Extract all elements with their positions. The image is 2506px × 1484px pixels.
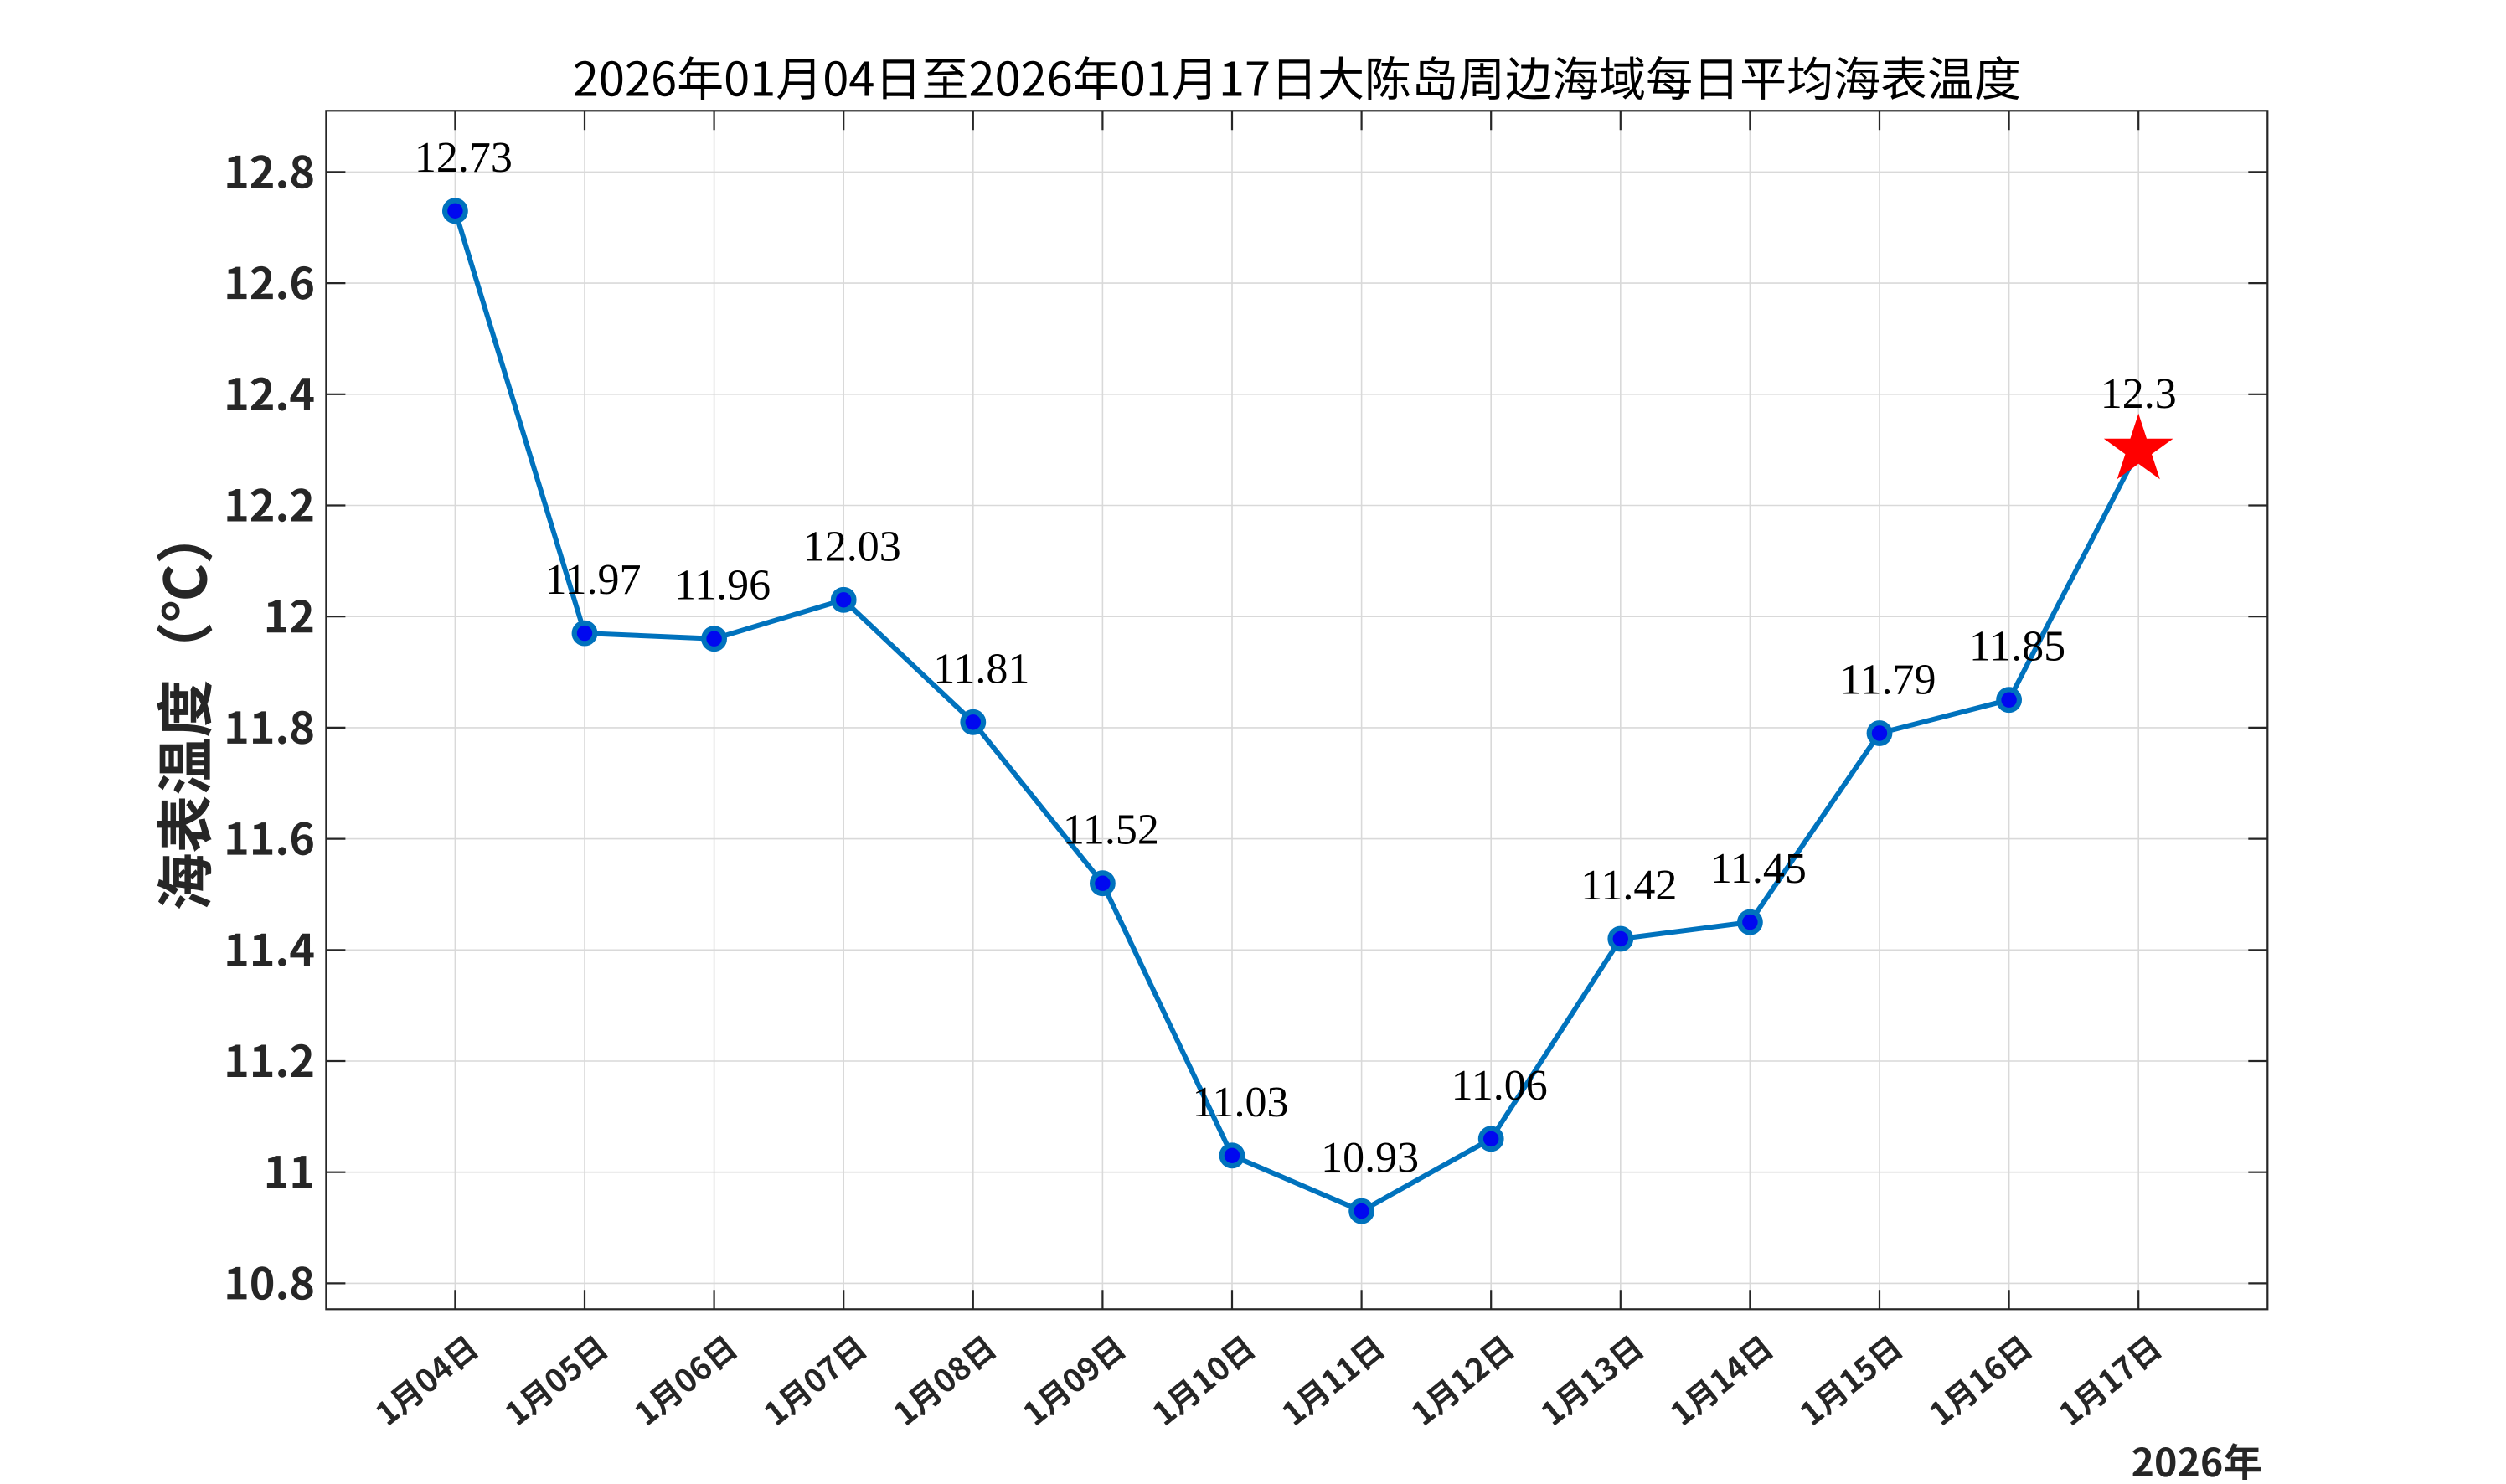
- svg-text:11.85: 11.85: [1969, 623, 2065, 671]
- svg-text:11.06: 11.06: [1452, 1062, 1548, 1110]
- svg-text:12.3: 12.3: [2101, 370, 2177, 418]
- svg-text:12.03: 12.03: [803, 523, 901, 570]
- svg-text:11.03: 11.03: [1192, 1079, 1288, 1126]
- svg-text:11.42: 11.42: [1580, 862, 1677, 909]
- svg-text:11.52: 11.52: [1063, 806, 1159, 854]
- svg-text:11.45: 11.45: [1710, 845, 1807, 893]
- svg-text:10.93: 10.93: [1321, 1134, 1419, 1182]
- svg-text:11.79: 11.79: [1839, 657, 1936, 704]
- svg-text:11.97: 11.97: [544, 556, 641, 604]
- svg-text:11.81: 11.81: [933, 645, 1029, 693]
- svg-text:12.73: 12.73: [415, 134, 513, 182]
- svg-text:11.96: 11.96: [674, 562, 771, 610]
